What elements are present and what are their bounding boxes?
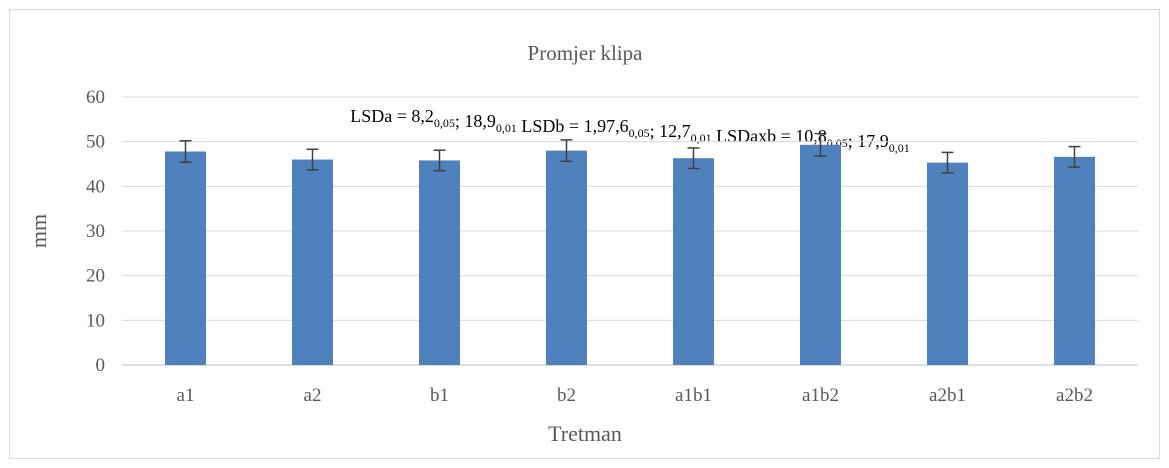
error-bar-a1 (179, 140, 192, 163)
bar-a2b1 (927, 162, 968, 365)
y-tick-label: 30 (86, 221, 105, 242)
y-tick-label: 60 (86, 87, 105, 108)
x-tick-label: b2 (557, 385, 576, 406)
x-tick-label: b1 (430, 385, 449, 406)
y-tick-label: 10 (86, 310, 105, 331)
bar-a1 (165, 151, 206, 365)
gridlines (122, 96, 1138, 366)
bar-b1 (419, 160, 460, 365)
x-axis-label: Tretman (548, 421, 622, 446)
error-bar-a1b1 (687, 147, 700, 170)
error-bar-b2 (560, 139, 573, 163)
y-tick-label: 50 (86, 132, 105, 153)
x-tick-label: a1 (177, 385, 195, 406)
bars (165, 144, 1095, 365)
annotation-subscript: 0,05 (434, 116, 455, 130)
error-bar-a2 (306, 148, 319, 171)
bar-a2 (292, 159, 333, 365)
annotation-subscript: 0,05 (629, 126, 650, 140)
bar-a1b2 (800, 144, 841, 365)
annotation-subscript: 0,01 (496, 121, 517, 135)
annotation-subscript: 0,01 (889, 141, 910, 155)
x-tick-label: a2 (304, 385, 322, 406)
annotation-text: LSDb = 1,97,6 (517, 116, 629, 136)
error-bar-a1b2 (814, 132, 827, 157)
bar-a1b1 (673, 158, 714, 365)
y-tick-labels: 0 10 20 30 40 50 60 (86, 87, 105, 376)
y-tick-label: 20 (86, 266, 105, 287)
error-bars (179, 132, 1081, 174)
lsd-annotation: LSDa = 8,20,05; 18,90,01 LSDb = 1,97,60,… (350, 106, 910, 155)
annotation-subscript: 0,01 (691, 131, 712, 145)
y-tick-label: 40 (86, 176, 105, 197)
x-tick-label: a2b2 (1056, 385, 1093, 406)
error-bar-b1 (433, 149, 446, 172)
bar-b2 (546, 150, 587, 365)
annotation-text: ; 17,9 (848, 131, 889, 151)
annotation-text: ; 18,9 (455, 111, 496, 131)
chart-title: Promjer klipa (528, 41, 644, 65)
x-tick-labels: a1 a2 b1 b2 a1b1 a1b2 a2b1 a2b2 (177, 385, 1093, 406)
y-axis-label: mm (26, 214, 51, 248)
x-tick-label: a1b1 (675, 385, 712, 406)
annotation-text: ; 12,7 (650, 121, 691, 141)
y-tick-label: 0 (96, 355, 106, 376)
error-bar-a2b1 (941, 151, 954, 174)
annotation-text: LSDaxb = 10,8 (712, 126, 827, 146)
bar-a2b2 (1054, 156, 1095, 365)
annotation-text: LSDa = 8,2 (350, 106, 434, 126)
x-tick-label: a2b1 (929, 385, 966, 406)
error-bar-a2b2 (1068, 145, 1081, 168)
x-tick-label: a1b2 (802, 385, 839, 406)
